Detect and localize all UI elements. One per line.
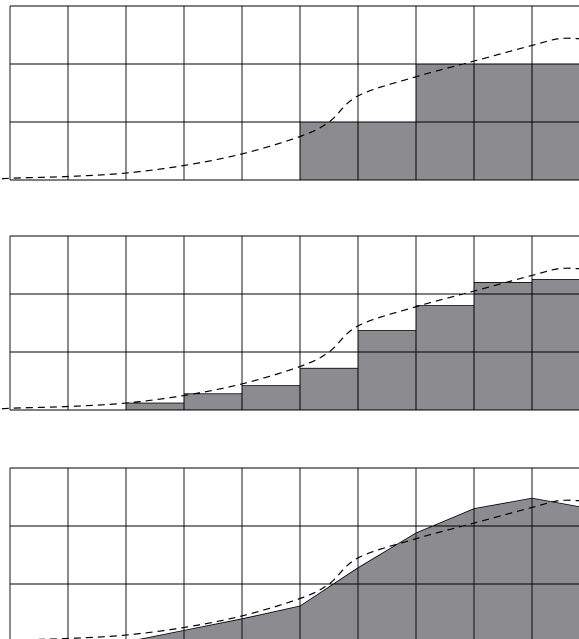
panel-linear-interpolation <box>9 467 579 639</box>
shaded-bar <box>299 121 359 181</box>
shaded-bar <box>357 330 417 411</box>
shaded-bar <box>183 393 243 411</box>
shaded-bar <box>473 281 533 411</box>
panel-step-quantized <box>0 5 579 181</box>
shaded-bar <box>241 385 301 411</box>
shaded-area <box>138 497 579 639</box>
shaded-bar <box>125 402 185 411</box>
shaded-bar <box>415 305 475 411</box>
panel-step-sampled <box>0 235 579 411</box>
shaded-bar <box>357 121 417 181</box>
shaded-bar <box>299 367 359 411</box>
shaded-bar <box>531 279 579 411</box>
